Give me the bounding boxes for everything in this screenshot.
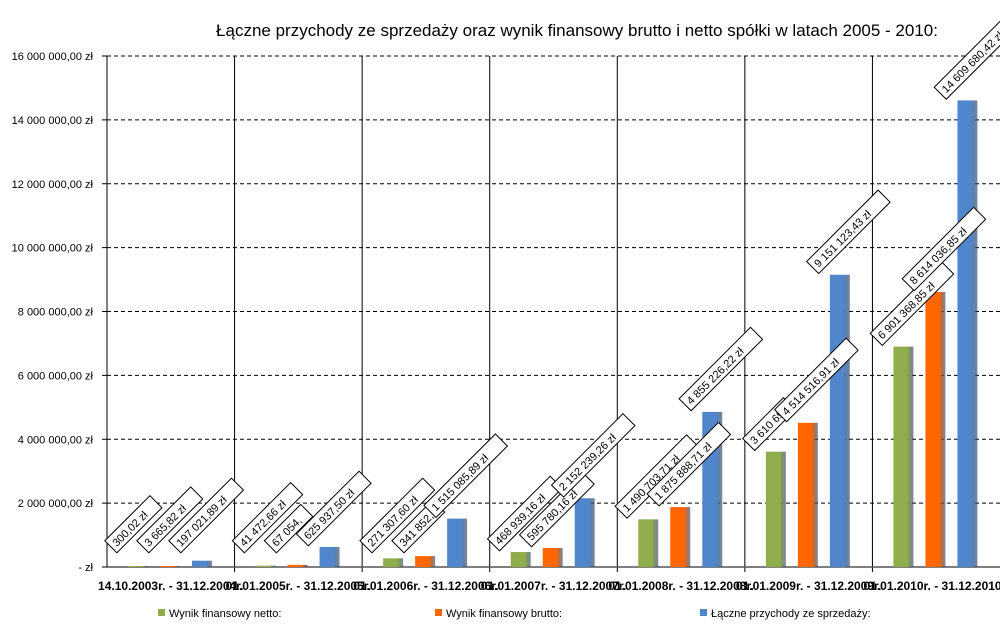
grid	[107, 55, 1000, 572]
category-label: 01.01.2006r. - 31.12.2006r.	[353, 579, 498, 593]
category-label: 01.01.2010r. - 31.12.2010r.	[863, 579, 1000, 593]
data-label-box	[805, 189, 891, 275]
chart-title: Łączne przychody ze sprzedaży oraz wynik…	[216, 21, 938, 40]
data-label: 625 937,50 zł	[295, 470, 372, 547]
category-label: 01.01.2005r. - 31.12.2005r.	[226, 579, 371, 593]
data-label-box	[869, 261, 955, 347]
legend-swatch	[158, 609, 165, 616]
bar-0-3	[510, 552, 531, 567]
data-label-box	[678, 326, 764, 412]
y-tick-label: 16 000 000,00 zł	[12, 51, 94, 63]
bar-1-2	[415, 556, 436, 567]
bar-1-0	[160, 566, 180, 567]
data-label-box	[231, 481, 304, 554]
data-label-box	[359, 477, 436, 554]
legend-swatch	[435, 609, 442, 616]
legend-label: Łączne przychody ze sprzedaży:	[711, 608, 871, 620]
y-tick-label: - zł	[78, 562, 93, 574]
bar-0-0	[128, 566, 148, 567]
bar-1-1	[287, 564, 308, 567]
bar-2-6	[957, 100, 978, 568]
y-tick-label: 8 000 000,00 zł	[18, 307, 94, 319]
category-label: 01.01.2008r. - 31.12.2008r.	[608, 579, 753, 593]
data-label-box	[933, 10, 1000, 100]
data-label-text: 4 855 226,22 zł	[685, 345, 747, 407]
legend-swatch	[700, 609, 707, 616]
legend-label: Wynik finansowy netto:	[169, 608, 281, 620]
bar-0-6	[893, 346, 914, 567]
bar-1-6	[925, 291, 946, 567]
data-label: 1 515 085,89 zł	[423, 433, 509, 519]
data-label-box	[295, 470, 372, 547]
data-label-text: 1 515 085,89 zł	[430, 452, 492, 514]
bar-0-4	[638, 519, 659, 567]
data-label-box	[104, 494, 163, 554]
bar-1-4	[670, 507, 691, 567]
y-tick-label: 10 000 000,00 zł	[12, 243, 94, 255]
data-label: 4 855 226,22 zł	[678, 326, 764, 412]
data-label-text: 14 609 680,42 zł	[940, 29, 1000, 95]
category-label: 01.01.2009r. - 31.12.2009r.	[736, 579, 881, 593]
data-label-text: 9 151 123,43 zł	[812, 208, 874, 270]
data-label-box	[168, 477, 245, 554]
y-tick-label: 6 000 000,00 zł	[18, 370, 94, 382]
bar-2-1	[319, 547, 340, 567]
data-label-box	[550, 412, 636, 498]
bar-2-3	[574, 498, 595, 567]
data-label-box	[646, 421, 732, 507]
data-labels: 300,02 zł 41 472,66 zł 271 307,60 zł 468 93…	[104, 10, 1000, 554]
data-label-box	[901, 206, 987, 292]
x-axis: 14.10.2003r. - 31.12.2004r.01.01.2005r. …	[98, 579, 1000, 593]
data-label: 14 609 680,42 zł	[933, 10, 1000, 100]
bars	[128, 100, 978, 568]
bar-2-5	[829, 274, 850, 567]
y-tick-label: 14 000 000,00 zł	[12, 115, 94, 127]
legend-label: Wynik finansowy brutto:	[446, 608, 562, 620]
bar-2-0	[192, 560, 212, 567]
data-label-box	[518, 471, 595, 548]
bar-2-2	[447, 518, 468, 567]
y-tick-label: 4 000 000,00 zł	[18, 434, 94, 446]
data-label-box	[263, 503, 314, 554]
bar-0-2	[383, 558, 404, 567]
bar-0-1	[255, 565, 276, 567]
category-label: 14.10.2003r. - 31.12.2004r.	[98, 579, 243, 593]
data-label: 9 151 123,43 zł	[805, 189, 891, 275]
data-label-box	[423, 433, 509, 519]
category-label: 01.01.2007r. - 31.12.2007r.	[481, 579, 626, 593]
y-tick-label: 12 000 000,00 zł	[12, 179, 94, 191]
bar-0-5	[765, 451, 786, 567]
bar-1-3	[542, 547, 563, 567]
data-label-box	[136, 486, 204, 554]
legend: Wynik finansowy netto: Wynik finansowy br…	[158, 608, 871, 620]
data-label-box	[773, 337, 859, 423]
y-tick-label: 2 000 000,00 zł	[18, 498, 94, 510]
y-axis: - zł 2 000 000,00 zł 4 000 000,00 zł 6 000 …	[12, 51, 108, 574]
bar-1-5	[797, 422, 818, 567]
